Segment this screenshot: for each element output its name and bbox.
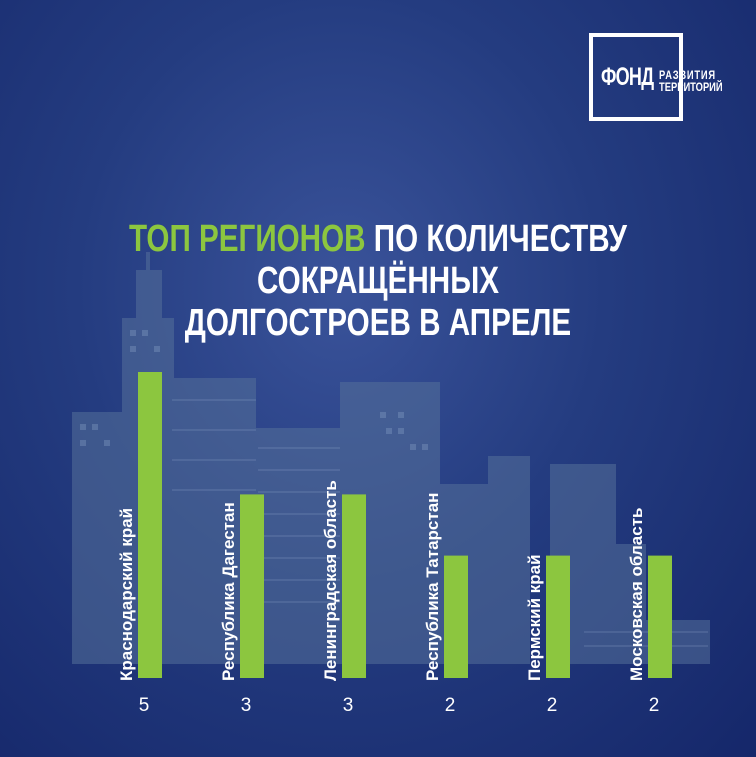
- category-label-1: Краснодарский край: [117, 508, 136, 681]
- category-label-5: Пермский край: [525, 554, 544, 681]
- value-label-2: 3: [241, 695, 252, 716]
- value-label-5: 2: [547, 695, 558, 716]
- category-label-3: Ленинградская область: [321, 480, 340, 681]
- bar-6: [648, 555, 672, 678]
- title-line2: ДОЛГОСТРОЕВ В АПРЕЛЕ: [184, 302, 572, 344]
- value-label-6: 2: [649, 695, 660, 716]
- bar-5: [546, 555, 570, 678]
- logo-line1: РАЗВИТИЯ: [659, 68, 716, 82]
- value-label-3: 3: [343, 695, 354, 716]
- title-line1-rest: ПО КОЛИЧЕСТВУ СОКРАЩЁННЫХ: [256, 218, 627, 302]
- value-label-4: 2: [445, 695, 456, 716]
- logo-line2: ТЕРРИТОРИЙ: [659, 80, 723, 94]
- logo-main-text: ФОНД: [601, 63, 654, 91]
- title-highlight: ТОП РЕГИОНОВ: [129, 218, 366, 260]
- bar-3: [342, 494, 366, 678]
- category-label-4: Республика Татарстан: [423, 493, 442, 681]
- chart-title: ТОП РЕГИОНОВ ПО КОЛИЧЕСТВУ СОКРАЩЁННЫХ Д…: [83, 218, 673, 344]
- bar-2: [240, 494, 264, 678]
- logo: ФОНД РАЗВИТИЯ ТЕРРИТОРИЙ: [589, 33, 723, 121]
- bar-1: [138, 372, 162, 678]
- value-label-1: 5: [139, 695, 150, 716]
- bar-4: [444, 555, 468, 678]
- category-label-2: Республика Дагестан: [219, 502, 238, 681]
- category-label-6: Московская область: [627, 508, 646, 681]
